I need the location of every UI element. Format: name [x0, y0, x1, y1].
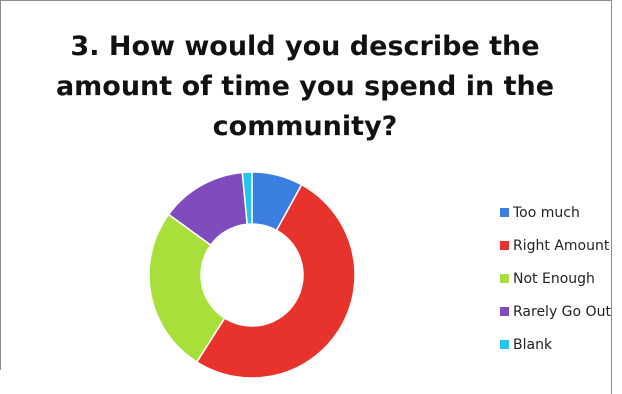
legend-label: Rarely Go Out — [513, 303, 611, 320]
legend-item-rarely-go-out: Rarely Go Out — [500, 295, 611, 328]
legend-label: Too much — [513, 204, 580, 221]
donut-slice-blank — [241, 171, 253, 226]
legend-swatch — [500, 241, 509, 250]
legend-swatch — [500, 307, 509, 316]
legend-item-right-amount: Right Amount — [500, 229, 611, 262]
frame-gap — [0, 370, 12, 394]
donut-slice-not-enough — [148, 213, 226, 364]
legend-swatch — [500, 340, 509, 349]
chart-legend: Too much Right Amount Not Enough Rarely Go … — [500, 196, 611, 361]
legend-item-too-much: Too much — [500, 196, 611, 229]
donut-chart — [148, 171, 356, 379]
legend-label: Right Amount — [513, 237, 610, 254]
legend-label: Blank — [513, 336, 553, 353]
chart-title: 3. How would you describe the amount of … — [55, 31, 555, 142]
legend-item-blank: Blank — [500, 328, 611, 361]
legend-item-not-enough: Not Enough — [500, 262, 611, 295]
legend-swatch — [500, 208, 509, 217]
legend-swatch — [500, 274, 509, 283]
donut-slice-right-amount — [195, 183, 356, 379]
legend-label: Not Enough — [513, 270, 595, 287]
